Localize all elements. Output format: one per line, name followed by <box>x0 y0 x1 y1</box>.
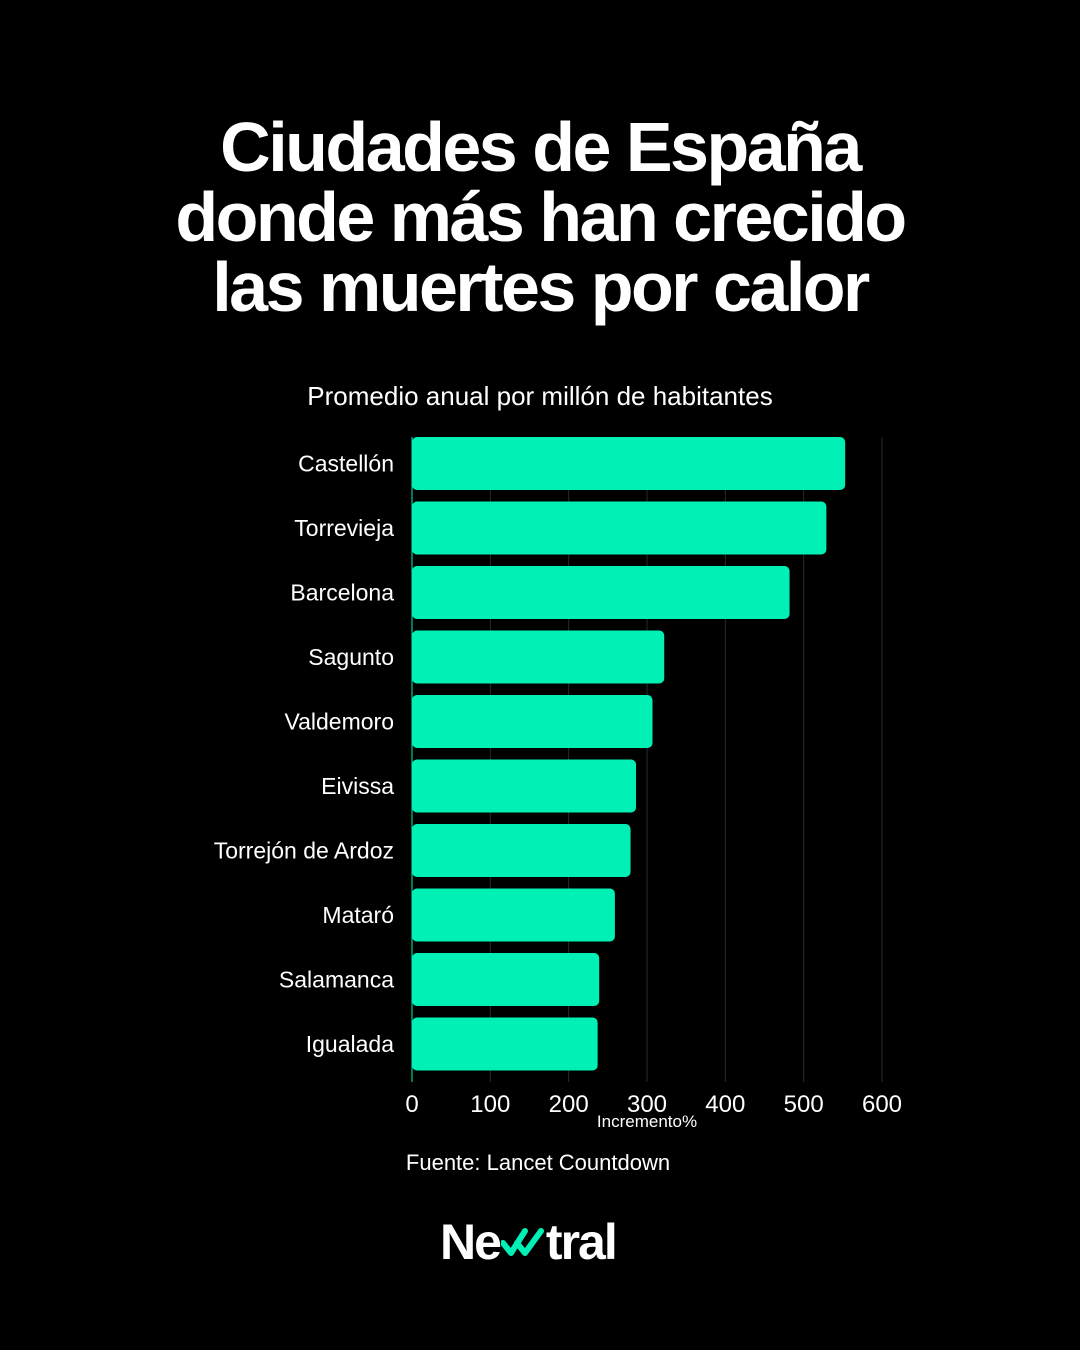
bar-9 <box>412 1017 598 1071</box>
category-label: Salamanca <box>279 967 394 993</box>
logo-text-start: Ne <box>440 1214 502 1270</box>
x-tick-label: 0 <box>405 1091 418 1118</box>
category-label: Valdemoro <box>284 709 394 735</box>
source-note: Fuente: Lancet Countdown <box>405 1150 671 1175</box>
bar-chart: Castellón Torrevieja Barcelona Sagunto Valde… <box>214 437 902 1131</box>
bar-1 <box>412 501 827 555</box>
chart-subtitle: Promedio anual por millón de habitantes <box>307 381 773 411</box>
double-check-icon <box>500 1228 544 1256</box>
title-line-3: las muertes por calor <box>212 248 870 326</box>
logo-text-end: tral <box>545 1214 618 1270</box>
bar-8 <box>412 953 600 1006</box>
title-line-1: Ciudades de España <box>220 108 862 186</box>
x-tick-label: 300 <box>627 1091 667 1118</box>
brand-logo: Ne tral <box>440 1212 618 1272</box>
category-label: Sagunto <box>308 644 394 670</box>
bar-7 <box>412 888 615 942</box>
category-labels: Castellón Torrevieja Barcelona Sagunto Valde… <box>214 451 394 1058</box>
x-axis-title: Incremento% <box>597 1112 697 1131</box>
title-line-2: donde más han crecido <box>175 178 907 256</box>
bar-2 <box>412 566 790 619</box>
category-label: Torrevieja <box>294 515 394 541</box>
x-tick-label: 600 <box>862 1091 902 1118</box>
bar-0 <box>412 437 846 490</box>
x-tick-label: 100 <box>470 1091 510 1118</box>
category-label: Barcelona <box>290 580 394 606</box>
x-tick-label: 200 <box>549 1091 589 1118</box>
bar-5 <box>412 759 637 813</box>
bars <box>412 437 846 1071</box>
bar-6 <box>412 824 631 877</box>
bar-3 <box>412 630 665 684</box>
category-label: Torrejón de Ardoz <box>214 838 394 864</box>
category-label: Mataró <box>322 902 394 928</box>
bar-4 <box>412 695 653 748</box>
x-tick-label: 500 <box>784 1091 824 1118</box>
chart-title: Ciudades de España donde más han crecido… <box>0 112 1080 322</box>
category-label: Castellón <box>298 451 394 477</box>
x-tick-label: 400 <box>705 1091 745 1118</box>
category-label: Eivissa <box>321 773 394 799</box>
x-tick-labels: 0 100 200 300 400 500 600 <box>405 1091 902 1118</box>
category-label: Igualada <box>306 1031 394 1057</box>
